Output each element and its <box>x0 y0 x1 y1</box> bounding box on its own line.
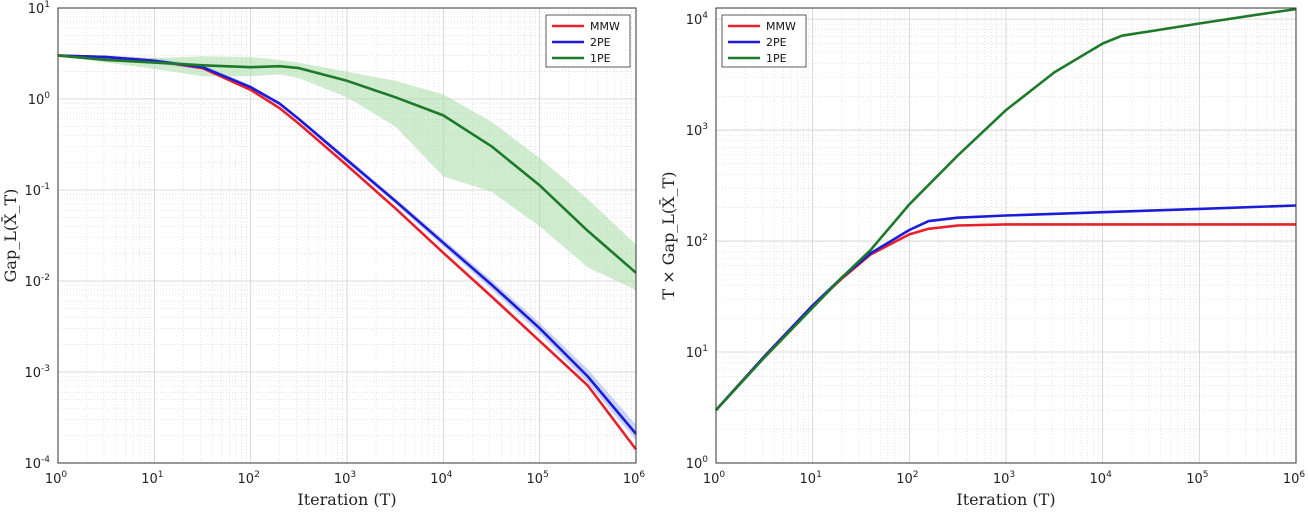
x-tick-label: 105 <box>527 470 549 487</box>
y-tick-label: 100 <box>28 91 51 108</box>
x-tick-label: 102 <box>238 470 260 487</box>
axes-frame <box>57 7 637 464</box>
series-line-1pe <box>57 54 637 274</box>
x-tick-label: 106 <box>623 470 646 487</box>
x-tick-label: 106 <box>1283 470 1306 487</box>
y-tick-label: 10-3 <box>24 364 50 381</box>
y-tick-label: 10-2 <box>24 273 50 290</box>
x-tick-label: 101 <box>800 470 822 487</box>
y-tick-label: 101 <box>28 0 50 17</box>
x-axis-label: Iteration (T) <box>956 490 1055 509</box>
y-tick-label: 104 <box>686 11 709 28</box>
left-chart: 100 101 102 103 104 105 106 10-4 10-3 10-2 10-1 100… <box>0 0 645 509</box>
x-tick-label: 100 <box>703 470 726 487</box>
y-tick-label: 10-1 <box>24 182 50 199</box>
x-tick-label: 103 <box>334 470 356 487</box>
x-tick-label: 104 <box>430 470 453 487</box>
legend: MMW 2PE 1PE <box>721 14 807 68</box>
series-line-2pe <box>715 204 1297 411</box>
right-chart: 100 101 102 103 104 105 106 100 101 102 103 104 Iter… <box>657 7 1306 509</box>
x-tick-label: 100 <box>45 470 68 487</box>
axes-frame <box>715 7 1297 464</box>
x-tick-label: 101 <box>141 470 163 487</box>
legend-label-mmw: MMW <box>590 20 620 33</box>
legend-label-1pe: 1PE <box>590 52 611 65</box>
y-tick-label: 10-4 <box>24 455 50 472</box>
y-tick-label: 101 <box>686 344 708 361</box>
y-axis-label: Gap_L(X̄_T) <box>0 189 20 283</box>
legend: MMW 2PE 1PE <box>545 14 631 68</box>
x-tick-label: 104 <box>1090 470 1113 487</box>
x-tick-label: 105 <box>1186 470 1208 487</box>
x-tick-label: 102 <box>896 470 918 487</box>
legend-label-2pe: 2PE <box>766 36 787 49</box>
legend-label-2pe: 2PE <box>590 36 611 49</box>
band-1pe <box>58 55 636 291</box>
y-tick-label: 100 <box>686 455 709 472</box>
x-axis-label: Iteration (T) <box>297 490 396 509</box>
y-tick-label: 103 <box>686 122 708 139</box>
legend-label-1pe: 1PE <box>766 52 787 65</box>
x-tick-label: 103 <box>993 470 1015 487</box>
series-line-1pe <box>715 7 1297 411</box>
y-axis-label: T × Gap_L(X̄_T) <box>657 172 678 300</box>
legend-label-mmw: MMW <box>766 20 796 33</box>
y-tick-label: 102 <box>686 233 708 250</box>
